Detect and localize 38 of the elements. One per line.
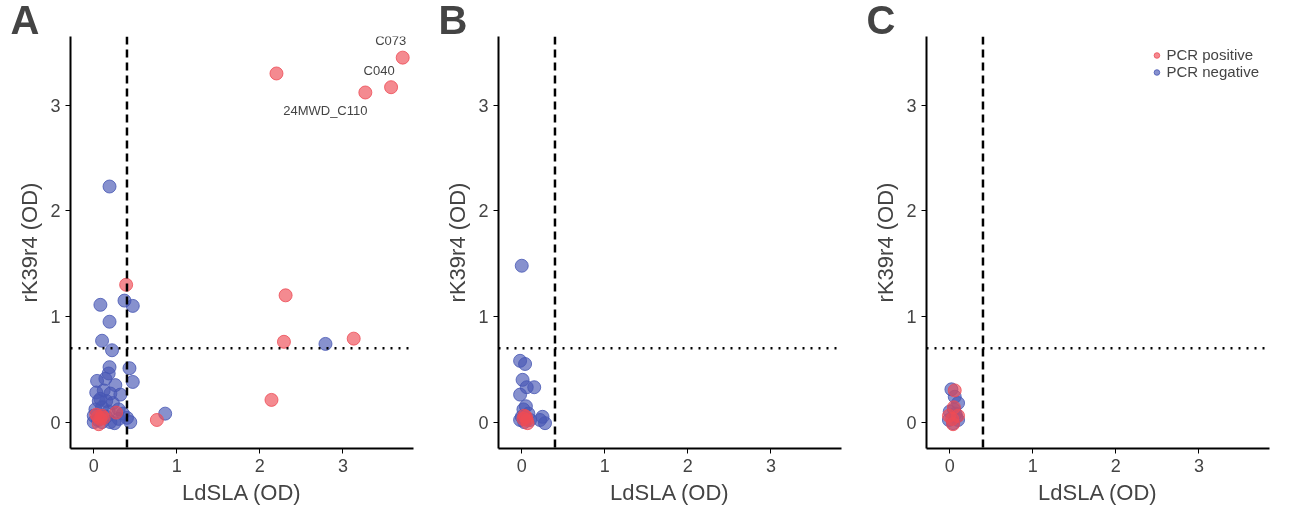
chart-title: C bbox=[866, 0, 896, 42]
y-tick-label: 3 bbox=[50, 95, 61, 116]
y-tick-label: 0 bbox=[50, 412, 61, 433]
y-tick-label: 3 bbox=[906, 95, 917, 116]
y-axis-title: rK39r4 (OD) bbox=[17, 182, 43, 303]
y-tick-label: 3 bbox=[478, 95, 489, 116]
annotation: C040 bbox=[363, 62, 395, 78]
x-tick-label: 3 bbox=[1193, 455, 1204, 476]
y-axis-title: rK39r4 (OD) bbox=[445, 182, 471, 303]
x-tick-label: 2 bbox=[254, 455, 265, 476]
x-tick-label: 2 bbox=[1110, 455, 1121, 476]
y-tick-label: 1 bbox=[478, 306, 489, 327]
x-tick-label: 3 bbox=[337, 455, 348, 476]
y-tick-label: 1 bbox=[50, 306, 61, 327]
x-axis-title: LdSLA (OD) bbox=[182, 479, 301, 505]
annotation: 24MWD_C110 bbox=[283, 102, 368, 118]
x-tick-label: 0 bbox=[944, 455, 955, 476]
x-tick-label: 1 bbox=[599, 455, 610, 476]
y-tick-label: 0 bbox=[478, 412, 489, 433]
y-tick-label: 2 bbox=[906, 201, 917, 222]
legend-label: PCR negative bbox=[1166, 63, 1259, 80]
y-tick-label: 2 bbox=[478, 201, 489, 222]
x-axis-title: LdSLA (OD) bbox=[1038, 479, 1157, 505]
chart-title: A bbox=[10, 0, 40, 42]
y-tick-label: 1 bbox=[906, 306, 917, 327]
annotation: C073 bbox=[375, 33, 407, 49]
x-tick-label: 1 bbox=[1027, 455, 1038, 476]
x-tick-label: 0 bbox=[88, 455, 99, 476]
x-tick-label: 0 bbox=[516, 455, 527, 476]
y-tick-label: 0 bbox=[906, 412, 917, 433]
y-axis-title: rK39r4 (OD) bbox=[873, 182, 899, 303]
x-axis-title: LdSLA (OD) bbox=[610, 479, 729, 505]
y-tick-label: 2 bbox=[50, 201, 61, 222]
x-tick-label: 1 bbox=[171, 455, 182, 476]
chart-title: B bbox=[438, 0, 468, 42]
x-tick-label: 2 bbox=[682, 455, 693, 476]
x-tick-label: 3 bbox=[765, 455, 776, 476]
legend-label: PCR positive bbox=[1166, 46, 1254, 63]
